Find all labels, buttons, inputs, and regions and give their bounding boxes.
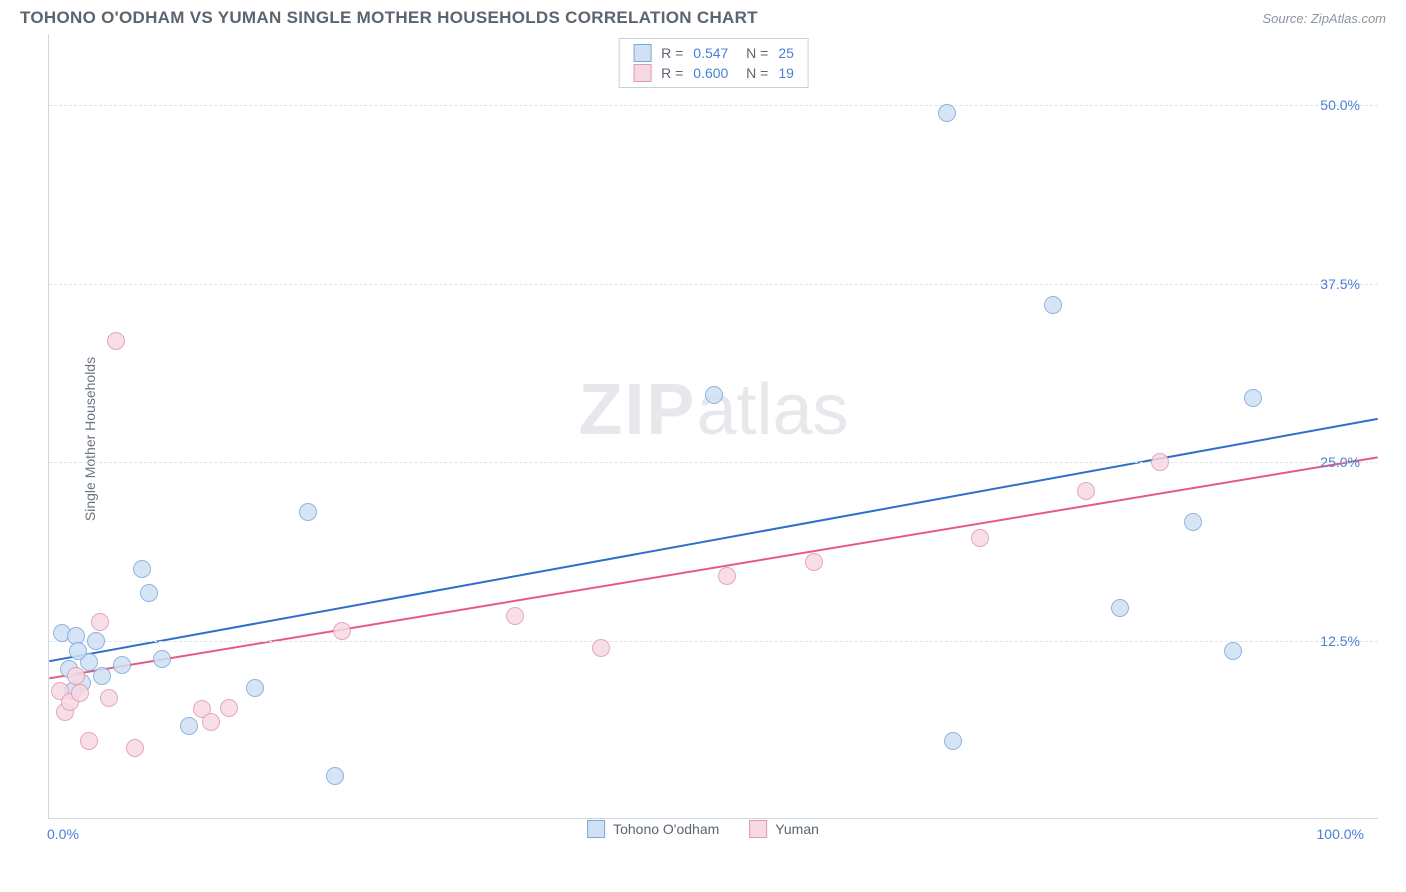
data-point-series-1 (1151, 453, 1169, 471)
chart-source: Source: ZipAtlas.com (1262, 11, 1386, 26)
x-tick-max: 100.0% (1317, 826, 1364, 842)
swatch-series-0 (633, 44, 651, 62)
stats-n-0: 25 (778, 45, 794, 61)
data-point-series-1 (67, 667, 85, 685)
data-point-series-0 (93, 667, 111, 685)
data-point-series-1 (80, 732, 98, 750)
data-point-series-0 (113, 656, 131, 674)
data-point-series-0 (87, 632, 105, 650)
stats-r-1: 0.600 (693, 65, 728, 81)
data-point-series-0 (1184, 513, 1202, 531)
data-point-series-1 (718, 567, 736, 585)
data-point-series-1 (333, 622, 351, 640)
y-tick-label: 37.5% (1320, 276, 1360, 292)
data-point-series-0 (326, 767, 344, 785)
data-point-series-1 (1077, 482, 1095, 500)
y-tick-label: 12.5% (1320, 633, 1360, 649)
stats-label-n: N = (738, 45, 768, 61)
gridline (49, 641, 1378, 642)
data-point-series-0 (69, 642, 87, 660)
stats-label-r: R = (661, 45, 683, 61)
data-point-series-1 (91, 613, 109, 631)
plot-area: ZIPatlas R = 0.547 N = 25 R = 0.600 N = … (48, 34, 1378, 819)
y-tick-label: 50.0% (1320, 97, 1360, 113)
swatch-series-1 (633, 64, 651, 82)
data-point-series-0 (140, 584, 158, 602)
gridline (49, 105, 1378, 106)
gridline (49, 284, 1378, 285)
legend-item-1: Yuman (749, 820, 819, 838)
data-point-series-1 (220, 699, 238, 717)
trend-lines (49, 34, 1378, 818)
legend-label-1: Yuman (775, 821, 819, 837)
data-point-series-0 (1224, 642, 1242, 660)
data-point-series-0 (1111, 599, 1129, 617)
data-point-series-0 (1244, 389, 1262, 407)
gridline (49, 462, 1378, 463)
data-point-series-0 (133, 560, 151, 578)
data-point-series-1 (126, 739, 144, 757)
watermark-zip: ZIP (578, 370, 696, 450)
stats-n-1: 19 (778, 65, 794, 81)
chart-container: Single Mother Households ZIPatlas R = 0.… (0, 34, 1406, 844)
chart-header: TOHONO O'ODHAM VS YUMAN SINGLE MOTHER HO… (0, 0, 1406, 34)
chart-title: TOHONO O'ODHAM VS YUMAN SINGLE MOTHER HO… (20, 8, 758, 28)
legend-swatch-0 (587, 820, 605, 838)
data-point-series-1 (100, 689, 118, 707)
data-point-series-0 (299, 503, 317, 521)
data-point-series-0 (153, 650, 171, 668)
stats-legend-box: R = 0.547 N = 25 R = 0.600 N = 19 (618, 38, 809, 88)
data-point-series-1 (202, 713, 220, 731)
stats-row-series-1: R = 0.600 N = 19 (633, 63, 794, 83)
data-point-series-1 (805, 553, 823, 571)
watermark: ZIPatlas (578, 369, 848, 451)
x-tick-min: 0.0% (47, 826, 79, 842)
data-point-series-0 (944, 732, 962, 750)
data-point-series-0 (938, 104, 956, 122)
legend-label-0: Tohono O'odham (613, 821, 719, 837)
data-point-series-1 (592, 639, 610, 657)
bottom-legend: Tohono O'odham Yuman (587, 820, 819, 838)
legend-swatch-1 (749, 820, 767, 838)
data-point-series-0 (180, 717, 198, 735)
data-point-series-0 (1044, 296, 1062, 314)
data-point-series-1 (71, 684, 89, 702)
stats-label-r: R = (661, 65, 683, 81)
stats-row-series-0: R = 0.547 N = 25 (633, 43, 794, 63)
stats-label-n: N = (738, 65, 768, 81)
data-point-series-1 (107, 332, 125, 350)
data-point-series-1 (971, 529, 989, 547)
data-point-series-0 (246, 679, 264, 697)
legend-item-0: Tohono O'odham (587, 820, 719, 838)
stats-r-0: 0.547 (693, 45, 728, 61)
y-tick-label: 25.0% (1320, 454, 1360, 470)
watermark-atlas: atlas (696, 370, 848, 450)
data-point-series-0 (705, 386, 723, 404)
data-point-series-1 (506, 607, 524, 625)
